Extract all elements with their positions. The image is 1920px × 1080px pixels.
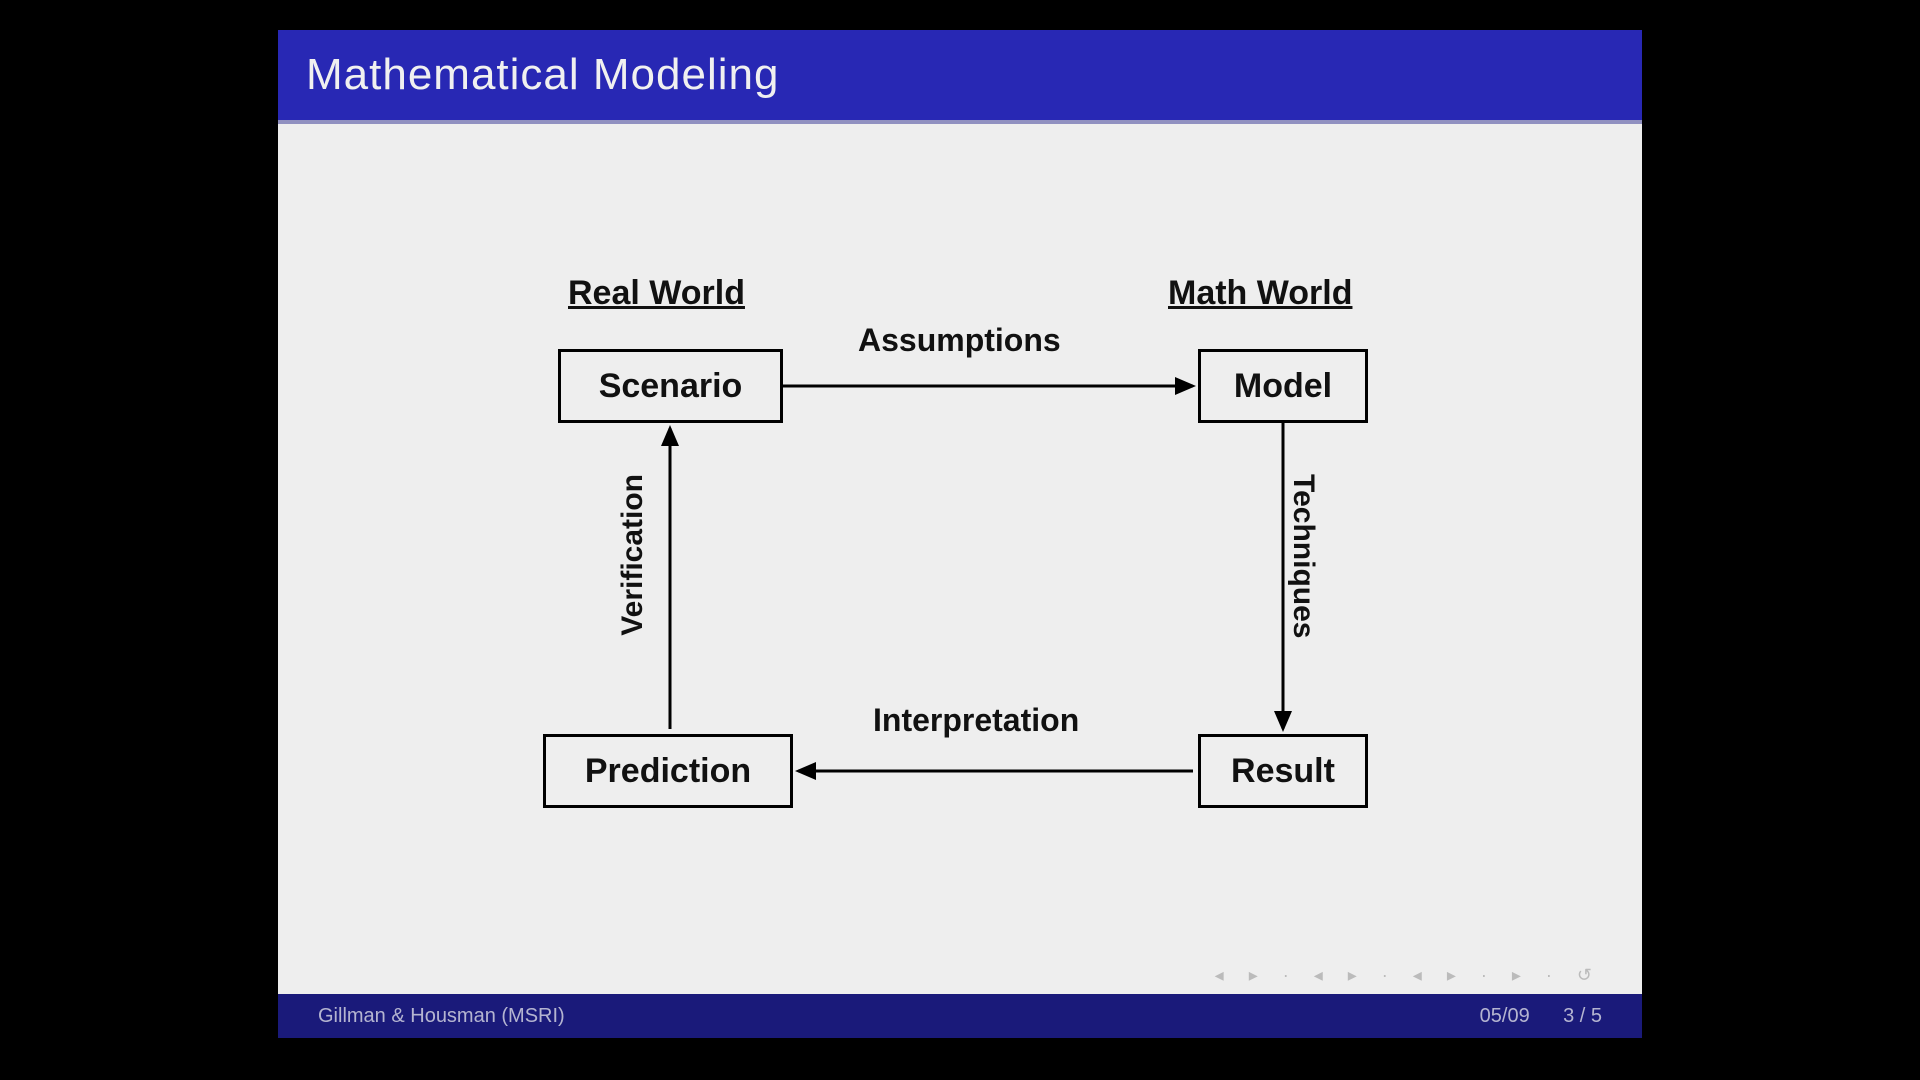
node-model: Model (1198, 349, 1368, 423)
footer-date: 05/09 (1480, 1005, 1530, 1027)
footer-page-info: 05/09 3 / 5 (1480, 1005, 1602, 1028)
footer-authors: Gillman & Housman (MSRI) (318, 1005, 565, 1028)
footer-page: 3 / 5 (1563, 1005, 1602, 1027)
node-prediction: Prediction (543, 734, 793, 808)
title-bar: Mathematical Modeling (278, 30, 1642, 120)
edge-label-assumptions: Assumptions (858, 322, 1061, 359)
footer-bar: Gillman & Housman (MSRI) 05/09 3 / 5 (278, 994, 1642, 1038)
beamer-nav-icons: ◂ ▸ · ◂ ▸ · ◂ ▸ · ▸ · ↺ (1215, 965, 1602, 986)
slide-body: ◂ ▸ · ◂ ▸ · ◂ ▸ · ▸ · ↺ Real World Math W… (278, 124, 1642, 994)
column-header-real-world: Real World (568, 274, 745, 313)
slide-title: Mathematical Modeling (306, 50, 779, 100)
node-result: Result (1198, 734, 1368, 808)
edge-label-techniques: Techniques (1286, 474, 1320, 638)
slide: Mathematical Modeling ◂ ▸ · ◂ ▸ · ◂ ▸ · … (278, 30, 1642, 1038)
edge-label-verification: Verification (616, 474, 650, 636)
node-scenario: Scenario (558, 349, 783, 423)
diagram-arrows (278, 124, 1642, 994)
column-header-math-world: Math World (1168, 274, 1352, 313)
edge-label-interpretation: Interpretation (873, 702, 1079, 739)
